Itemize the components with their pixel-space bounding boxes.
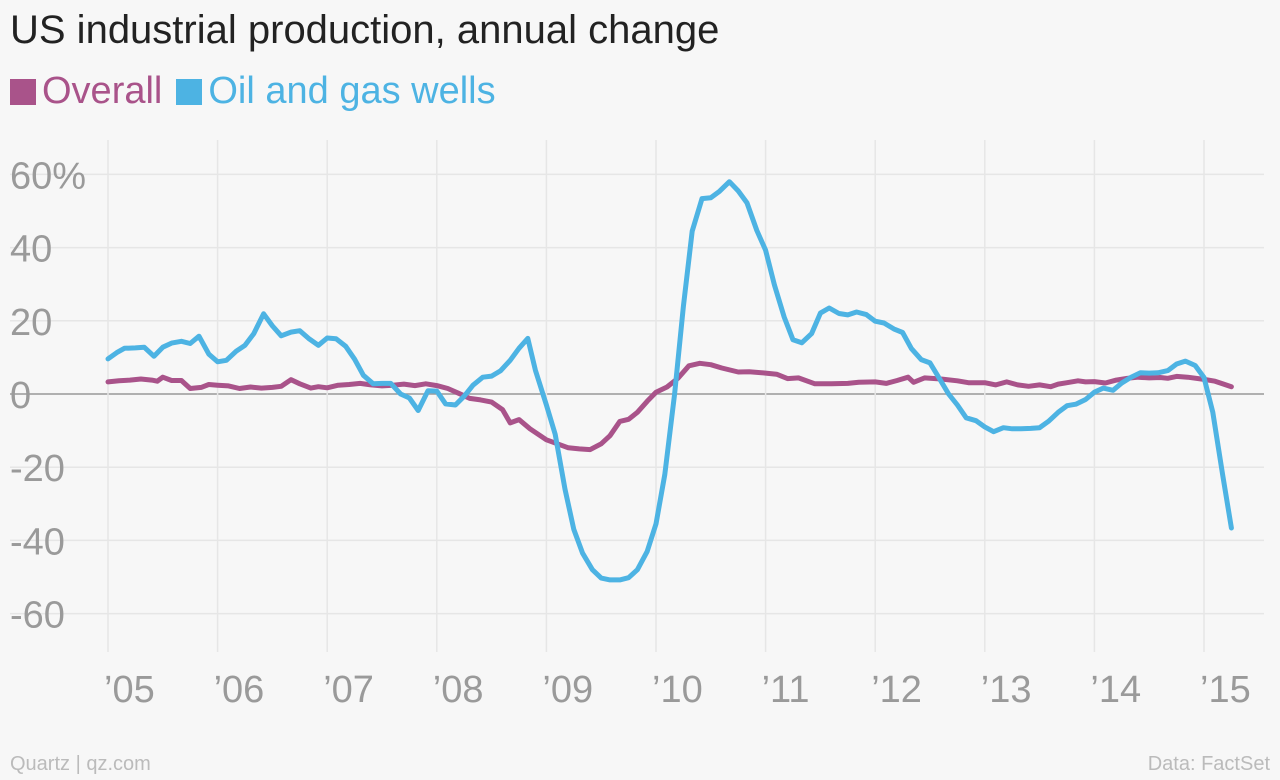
y-tick-label: -60	[10, 595, 65, 637]
legend: Overall Oil and gas wells	[10, 70, 510, 113]
legend-item-oil: Oil and gas wells	[176, 70, 496, 113]
x-tick-label: ’13	[981, 669, 1032, 711]
series-line-oil-gas-wells	[105, 179, 1234, 583]
x-tick-label: ’15	[1200, 669, 1251, 711]
data-source: Data: FactSet	[1147, 753, 1270, 775]
y-tick-label: 40	[10, 229, 52, 271]
chart-title: US industrial production, annual change	[10, 8, 720, 52]
legend-item-overall: Overall	[10, 70, 162, 113]
legend-label-oil: Oil and gas wells	[208, 70, 496, 112]
x-tick-label: ’09	[542, 669, 593, 711]
legend-label-overall: Overall	[42, 70, 163, 112]
x-tick-label: ’06	[214, 669, 265, 711]
y-tick-label: 60%	[10, 155, 86, 197]
source-credit: Quartz | qz.com	[10, 753, 151, 775]
x-tick-label: ’11	[762, 669, 810, 711]
x-tick-label: ’10	[652, 669, 703, 711]
x-tick-label: ’05	[104, 669, 155, 711]
y-tick-label: -20	[10, 448, 65, 490]
x-tick-label: ’14	[1090, 669, 1141, 711]
x-tick-label: ’12	[871, 669, 922, 711]
legend-swatch-oil	[176, 78, 203, 105]
y-tick-label: 20	[10, 302, 52, 344]
x-tick-label: ’07	[323, 669, 374, 711]
x-tick-label: ’08	[433, 669, 484, 711]
legend-swatch-overall	[10, 78, 36, 105]
y-tick-label: 0	[10, 375, 31, 417]
y-tick-label: -40	[10, 521, 65, 563]
series-line-overall	[105, 360, 1234, 453]
